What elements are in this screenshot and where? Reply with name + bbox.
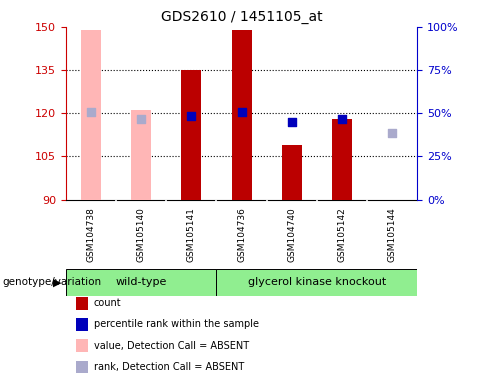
Text: GSM105140: GSM105140 — [137, 207, 146, 262]
Point — [288, 119, 296, 125]
Text: percentile rank within the sample: percentile rank within the sample — [94, 319, 259, 329]
Bar — [81, 30, 101, 200]
Text: GSM104740: GSM104740 — [287, 207, 296, 262]
Text: GSM104738: GSM104738 — [86, 207, 96, 262]
Text: genotype/variation: genotype/variation — [2, 277, 102, 287]
Bar — [217, 269, 417, 296]
Text: GSM105144: GSM105144 — [387, 207, 397, 262]
Bar — [66, 269, 217, 296]
Text: GSM105141: GSM105141 — [187, 207, 196, 262]
Point — [187, 113, 195, 119]
Bar — [332, 119, 352, 200]
Point — [87, 109, 95, 115]
Text: rank, Detection Call = ABSENT: rank, Detection Call = ABSENT — [94, 362, 244, 372]
Point — [338, 116, 346, 122]
Text: count: count — [94, 298, 122, 308]
Text: GSM105142: GSM105142 — [337, 207, 346, 262]
Text: value, Detection Call = ABSENT: value, Detection Call = ABSENT — [94, 341, 249, 351]
Point — [137, 116, 145, 122]
Bar — [231, 30, 252, 200]
Text: glycerol kinase knockout: glycerol kinase knockout — [248, 277, 386, 287]
Point — [388, 131, 396, 137]
Text: GSM104736: GSM104736 — [237, 207, 246, 262]
Point — [238, 109, 245, 115]
Text: ▶: ▶ — [53, 277, 61, 287]
Title: GDS2610 / 1451105_at: GDS2610 / 1451105_at — [161, 10, 323, 25]
Bar — [131, 111, 151, 200]
Bar — [182, 70, 202, 200]
Bar — [282, 145, 302, 200]
Text: wild-type: wild-type — [116, 277, 167, 287]
